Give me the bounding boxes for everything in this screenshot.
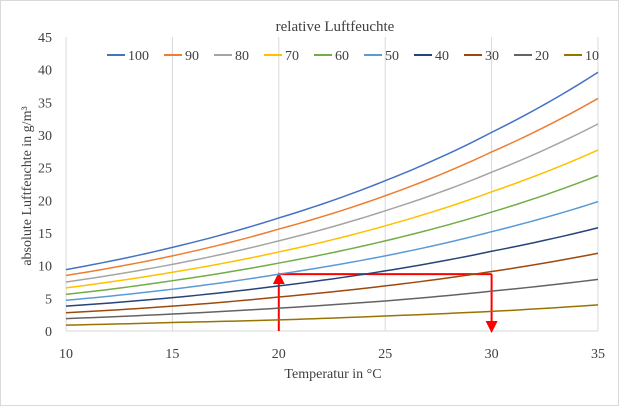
- y-tick-label: 10: [38, 260, 52, 275]
- legend-label-20: 20: [535, 49, 549, 64]
- y-tick-label: 45: [38, 31, 52, 46]
- y-tick-label: 40: [38, 64, 52, 79]
- x-axis-title: Temperatur in °C: [284, 367, 381, 382]
- series-line-10: [65, 304, 599, 326]
- legend-label-100: 100: [128, 49, 149, 64]
- y-tick-label: 35: [38, 96, 52, 111]
- y-tick-label: 5: [45, 292, 52, 307]
- chart-title: relative Luftfeuchte: [276, 19, 395, 35]
- y-axis-title: absolute Luftfeuchte in g/m³: [20, 106, 35, 265]
- legend-label-80: 80: [235, 49, 249, 64]
- series-line-50: [65, 200, 599, 302]
- x-tick-label: 20: [272, 347, 286, 362]
- series-line-100: [65, 71, 599, 271]
- legend: 100 90 80 70 60 50 40 30 20 10: [107, 49, 599, 64]
- legend-label-60: 60: [335, 49, 349, 64]
- y-tick-label: 30: [38, 129, 52, 144]
- x-tick-label: 15: [165, 347, 179, 362]
- y-tick-labels: 0 5 10 15 20 25 30 35 40 45: [38, 31, 52, 340]
- series-line-60: [65, 174, 599, 296]
- annotation-layer: [272, 272, 498, 333]
- series-line-80: [65, 123, 599, 283]
- x-tick-label: 10: [59, 347, 73, 362]
- legend-label-10: 10: [585, 49, 599, 64]
- legend-label-90: 90: [185, 49, 199, 64]
- x-tick-label: 30: [485, 347, 499, 362]
- legend-label-70: 70: [285, 49, 299, 64]
- y-tick-label: 20: [38, 194, 52, 209]
- series-line-20: [65, 278, 599, 320]
- legend-label-40: 40: [435, 49, 449, 64]
- series-layer: [65, 71, 599, 326]
- series-line-30: [65, 252, 599, 314]
- legend-label-30: 30: [485, 49, 499, 64]
- x-tick-label: 35: [591, 347, 605, 362]
- y-tick-label: 25: [38, 162, 52, 177]
- series-line-40: [65, 227, 599, 307]
- x-tick-label: 25: [378, 347, 392, 362]
- grid: [65, 37, 599, 332]
- x-tick-labels: 10 15 20 25 30 35: [59, 347, 605, 362]
- series-line-90: [65, 97, 599, 277]
- y-tick-label: 0: [45, 325, 52, 340]
- y-tick-label: 15: [38, 227, 52, 242]
- series-line-70: [65, 149, 599, 289]
- legend-label-50: 50: [385, 49, 399, 64]
